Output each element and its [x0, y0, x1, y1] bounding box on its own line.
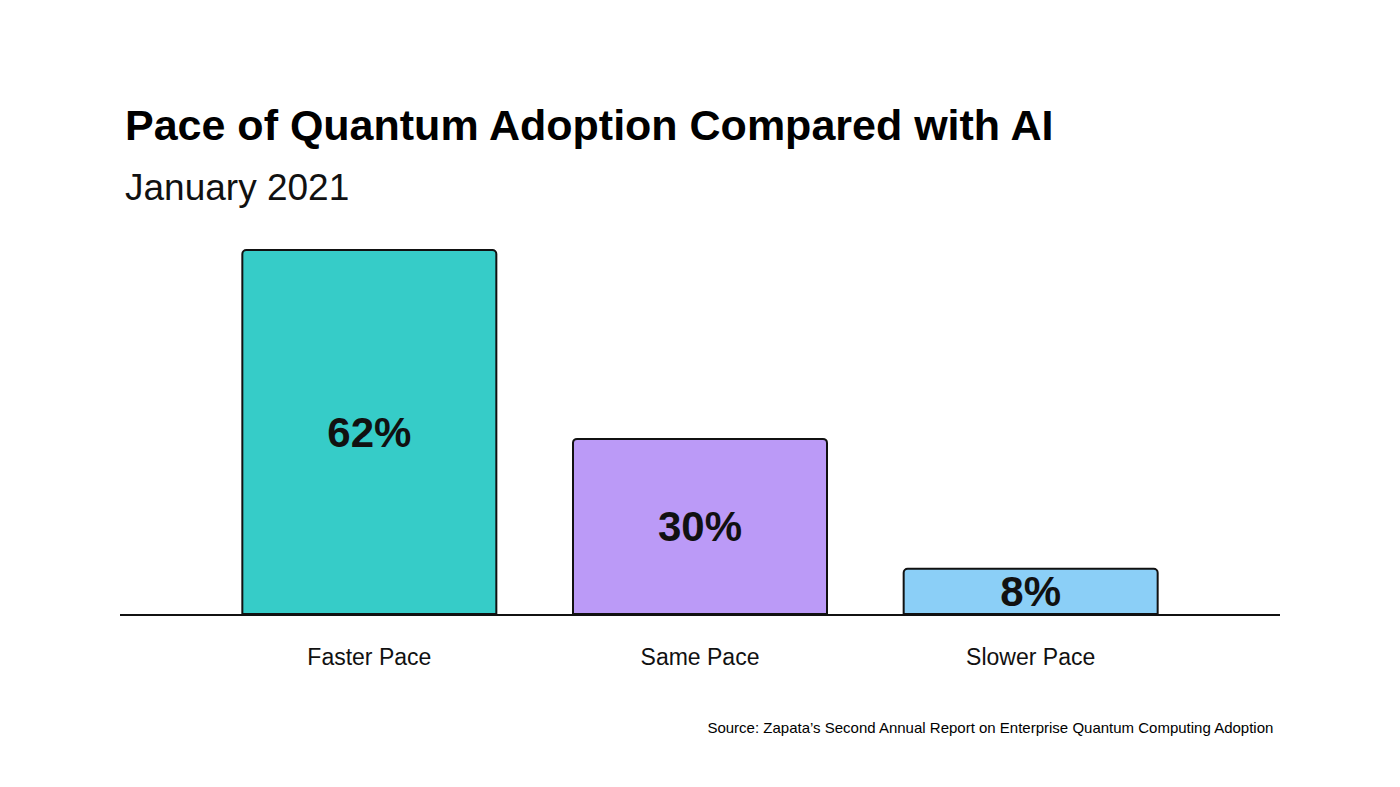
svg-text:30%: 30%	[658, 503, 742, 550]
svg-text:Faster Pace: Faster Pace	[307, 644, 431, 670]
svg-text:Same Pace: Same Pace	[641, 644, 760, 670]
svg-text:8%: 8%	[1000, 568, 1061, 615]
svg-text:62%: 62%	[327, 409, 411, 456]
svg-text:Slower Pace: Slower Pace	[966, 644, 1095, 670]
svg-text:January 2021: January 2021	[125, 167, 349, 208]
svg-text:Source: Zapata’s Second Annual: Source: Zapata’s Second Annual Report on…	[707, 719, 1273, 736]
svg-text:Pace of Quantum Adoption Compa: Pace of Quantum Adoption Compared with A…	[125, 101, 1054, 149]
